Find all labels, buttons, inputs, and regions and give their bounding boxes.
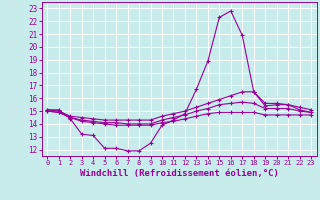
X-axis label: Windchill (Refroidissement éolien,°C): Windchill (Refroidissement éolien,°C)	[80, 169, 279, 178]
